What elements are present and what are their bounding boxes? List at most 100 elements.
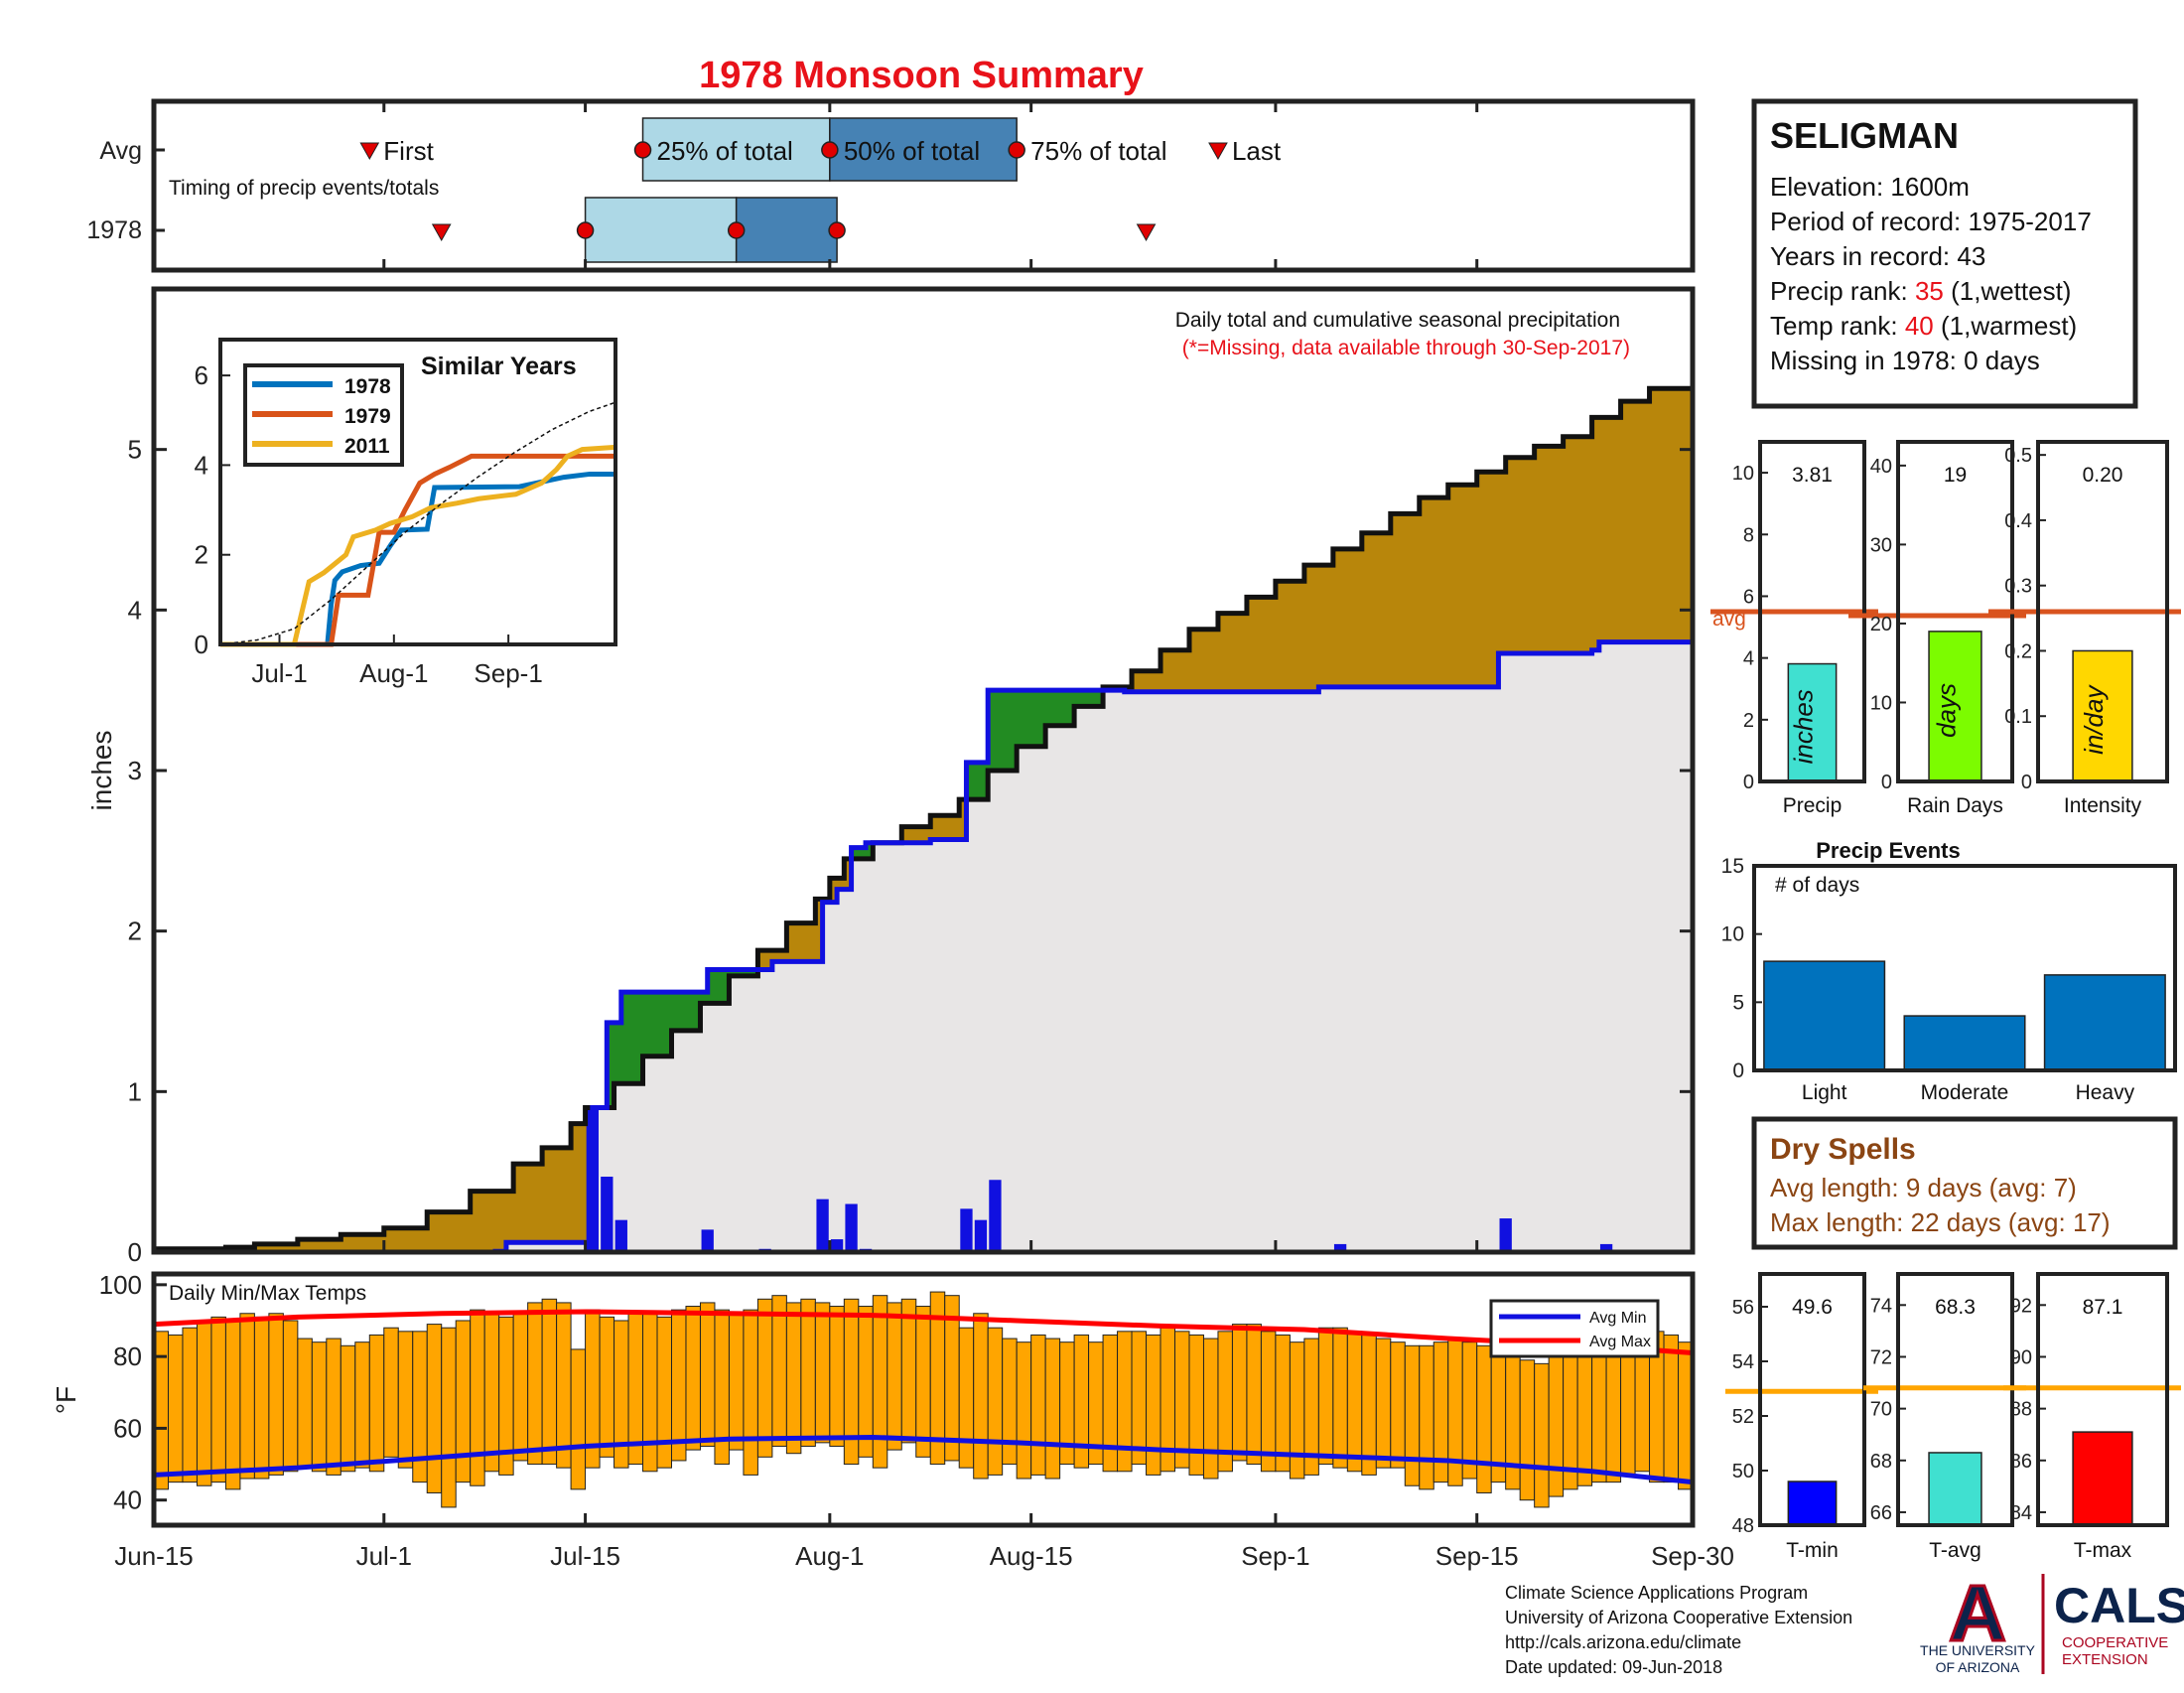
daily-temp-bar-52 [900, 1298, 917, 1444]
temp-y-tick-label-1: 60 [113, 1413, 142, 1443]
daily-temp-bar-6 [239, 1313, 255, 1480]
intensity-y-tick-label-0: 0 [2021, 772, 2032, 793]
main-chart-missing-note: (*=Missing, data available through 30-Se… [1182, 337, 1630, 359]
daily-temp-bar-60 [1016, 1341, 1032, 1480]
timing-p75-label: 75% of total [1030, 136, 1166, 166]
station-details: Elevation: 1600m Period of record: 1975-2… [1770, 172, 2092, 375]
daily-temp-bar-83 [1346, 1331, 1363, 1473]
daily-precip-bar-10 [960, 1208, 973, 1252]
rain-days-y-tick-label-2: 20 [1870, 614, 1892, 635]
daily-temp-bar-16 [383, 1327, 399, 1458]
station-line-note-4: (1,warmest) [1934, 311, 2077, 341]
dry-spells-frame [1751, 1116, 2178, 1250]
temperature-chart: 40 60 80 100 Daily Min/Max Temps °F Avg Min… [51, 1270, 1696, 1528]
inset-x-tick-label-1: Aug-1 [359, 658, 428, 688]
station-line-label-0: Elevation: [1770, 172, 1890, 202]
daily-temp-bar-71 [1174, 1331, 1190, 1469]
daily-temp-bar-86 [1390, 1341, 1406, 1469]
daily-temp-bar-1 [167, 1334, 184, 1483]
tmin-value-label: 49.6 [1792, 1296, 1833, 1319]
rain-days-bar-label: days [1932, 683, 1962, 738]
station-line-value-4: 40 [1905, 311, 1934, 341]
main-y-tick-label-0: 0 [128, 1237, 142, 1267]
temperature-legend-box [1489, 1299, 1660, 1358]
station-line-label-5: Missing in 1978: [1770, 346, 1964, 375]
daily-temp-bar-101 [1605, 1338, 1622, 1483]
daily-temp-bar-9 [282, 1320, 299, 1473]
station-line-2: Years in record: 43 [1770, 241, 1985, 271]
daily-temp-bar-76 [1246, 1324, 1262, 1466]
cals-logo-line1: COOPERATIVE [2062, 1634, 2168, 1651]
avg-p25-marker [633, 141, 652, 159]
tmax-bar [2072, 1431, 2133, 1526]
daily-temp-bar-77 [1260, 1331, 1277, 1473]
main-chart-marks [154, 381, 1696, 1255]
avg-min-line [153, 1434, 1694, 1485]
precip-bar-label: inches [1789, 689, 1819, 764]
similar-years-inset: 0 2 4 6 Jul-1 Aug-1 Sep-1 Similar Years 1978 1… [195, 338, 617, 688]
tavg-y-tick-label-1: 68 [1870, 1451, 1892, 1473]
avg-p75-marker [1008, 141, 1025, 159]
avg-last-marker [1208, 142, 1228, 161]
daily-temp-bar-42 [756, 1298, 773, 1458]
inset-series-2011 [220, 444, 616, 647]
ua-logo-line1: THE UNIVERSITY [1920, 1642, 2036, 1658]
tmin-y-tick-label-0: 48 [1732, 1515, 1754, 1537]
tavg-frame [1896, 1272, 2014, 1527]
daily-temp-bar-19 [426, 1324, 443, 1493]
main-chart-frame [151, 286, 1696, 1255]
daily-temp-bar-88 [1419, 1344, 1434, 1490]
tmin-y-tick-label-3: 54 [1732, 1351, 1754, 1373]
precip-frame [1758, 440, 1866, 783]
legend-label-avg-min: Avg Min [1589, 1310, 1647, 1327]
daily-precip-bar-2 [601, 1177, 614, 1252]
daily-temp-bar-91 [1461, 1341, 1478, 1480]
precip-events-y-tick-label-2: 10 [1721, 923, 1744, 946]
rain-days-chart: days 19 0 10 20 30 40 Rain Days [1848, 440, 2026, 817]
inset-series-avg [219, 401, 616, 645]
station-line-label-4: Temp rank: [1770, 311, 1905, 341]
tavg-y-tick-label-0: 66 [1870, 1502, 1892, 1524]
daily-temp-bar-5 [224, 1320, 241, 1490]
intensity-value-label: 0.20 [2083, 464, 2123, 487]
tmin-axis-label: T-min [1786, 1539, 1839, 1562]
year-cumulative-area [154, 641, 1693, 1252]
daily-temp-bar-22 [470, 1309, 485, 1486]
daily-temp-bar-97 [1548, 1355, 1565, 1497]
daily-temp-bar-36 [670, 1309, 687, 1462]
footer-university: University of Arizona Cooperative Extens… [1505, 1608, 1852, 1627]
precip-y-tick-label-1: 2 [1743, 710, 1754, 732]
daily-precip-bar-6 [816, 1199, 829, 1252]
daily-precip-bar-12 [989, 1180, 1002, 1252]
inset-y-tick-label-0: 0 [195, 630, 208, 659]
daily-temp-bar-34 [642, 1313, 658, 1473]
daily-temp-bar-44 [785, 1302, 802, 1455]
daily-temp-bar-58 [987, 1327, 1004, 1476]
daily-temp-bar-15 [368, 1334, 385, 1473]
tavg-axis-label: T-avg [1929, 1539, 1981, 1562]
intensity-y-tick-label-3: 0.3 [2004, 576, 2032, 598]
tmin-bar [1787, 1481, 1838, 1526]
intensity-frame [2036, 440, 2169, 783]
legend-label-2011: 2011 [344, 435, 390, 458]
inset-x-tick-label-2: Sep-1 [474, 658, 542, 688]
footer-program: Climate Science Applications Program [1505, 1583, 1808, 1603]
station-line-value-2: 43 [1957, 241, 1985, 271]
temp-y-tick-label-0: 40 [113, 1485, 142, 1515]
daily-precip-bar-13 [1333, 1243, 1347, 1252]
year-first-marker [431, 223, 452, 242]
daily-temp-bar-99 [1576, 1341, 1593, 1486]
daily-temp-bar-53 [915, 1306, 931, 1458]
year-p75-marker [828, 221, 846, 239]
daily-temp-bar-56 [958, 1327, 975, 1469]
inset-y-tick-label-2: 4 [195, 450, 208, 480]
main-y-axis-label: inches [86, 731, 117, 811]
main-y-tick-label-1: 1 [128, 1076, 142, 1106]
tavg-bar [1928, 1452, 1982, 1526]
temperature-title: Daily Min/Max Temps [169, 1282, 366, 1305]
daily-temp-bar-72 [1188, 1334, 1204, 1476]
daily-temp-bar-2 [182, 1327, 198, 1483]
rain-days-value-label: 19 [1944, 464, 1967, 487]
daily-temp-bar-4 [210, 1316, 226, 1483]
